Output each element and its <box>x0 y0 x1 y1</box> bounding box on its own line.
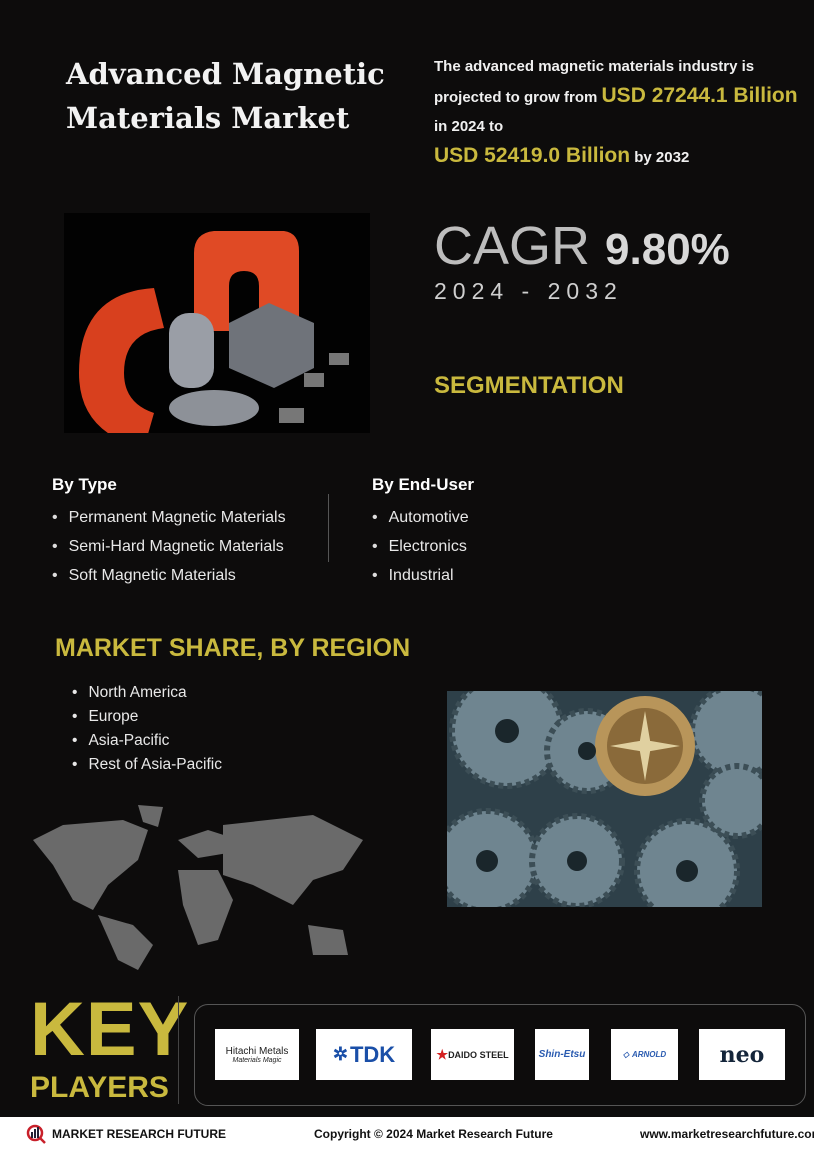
arnold-emblem-icon: ◇ <box>622 1050 629 1059</box>
world-map-image <box>33 805 363 970</box>
list-item: Semi-Hard Magnetic Materials <box>52 532 286 561</box>
list-item: Permanent Magnetic Materials <box>52 503 286 532</box>
by-type-section: By Type Permanent Magnetic Materials Sem… <box>52 475 286 590</box>
market-summary: The advanced magnetic materials industry… <box>434 52 804 172</box>
mrf-logo-icon <box>26 1124 46 1144</box>
region-list: North America Europe Asia-Pacific Rest o… <box>72 681 222 777</box>
page-title: Advanced Magnetic Materials Market <box>66 57 385 135</box>
list-item: Automotive <box>372 503 474 532</box>
list-item: Electronics <box>372 532 474 561</box>
list-item: Asia-Pacific <box>72 729 222 753</box>
divider <box>328 494 329 562</box>
cagr-period: 2024 - 2032 <box>434 278 623 304</box>
gears-compass-image <box>447 691 762 907</box>
logo-shin-etsu: Shin-Etsu <box>535 1029 589 1080</box>
summary-text: in 2024 to <box>434 118 504 135</box>
logo-text: Hitachi Metals <box>225 1045 289 1057</box>
tdk-emblem-icon: ✲ <box>332 1044 348 1064</box>
brand-name: MARKET RESEARCH FUTURE <box>52 1127 226 1141</box>
copyright: Copyright © 2024 Market Research Future <box>314 1127 553 1141</box>
list-item: North America <box>72 681 222 705</box>
star-icon: ★ <box>436 1046 449 1062</box>
logos-panel <box>194 1004 806 1106</box>
list-item: Industrial <box>372 561 474 590</box>
logo-tdk: ✲ TDK <box>316 1029 412 1080</box>
summary-text: by 2032 <box>634 149 690 166</box>
logo-text: TDK <box>349 1041 396 1067</box>
cagr: CAGR 9.80% <box>434 216 730 280</box>
logo-neo: neo <box>699 1029 785 1080</box>
list-item: Soft Magnetic Materials <box>52 561 286 590</box>
by-end-user-section: By End-User Automotive Electronics Indus… <box>372 475 474 590</box>
logo-daido-steel: ★ DAIDO STEEL <box>431 1029 514 1080</box>
magnets-image <box>64 213 370 433</box>
website-link[interactable]: www.marketresearchfuture.com <box>640 1127 814 1141</box>
key-players-heading: KEY PLAYERS <box>30 990 189 1106</box>
key-heading: KEY <box>30 987 190 1072</box>
by-end-user-heading: By End-User <box>372 475 475 494</box>
logo-text: Shin-Etsu <box>538 1049 586 1060</box>
value-2032: USD 52419.0 Billion <box>434 144 631 167</box>
logo-arnold: ◇ ARNOLD <box>611 1029 678 1080</box>
segmentation-heading: SEGMENTATION <box>434 372 624 399</box>
divider <box>178 996 179 1104</box>
summary-text: The advanced magnetic materials industry… <box>434 58 755 106</box>
logo-text: ARNOLD <box>631 1050 667 1059</box>
list-item: Rest of Asia-Pacific <box>72 753 222 777</box>
list-item: Europe <box>72 705 222 729</box>
logo-tagline: Materials Magic <box>232 1056 282 1064</box>
region-heading: MARKET SHARE, BY REGION <box>55 634 411 662</box>
cagr-label: CAGR <box>434 216 591 276</box>
players-heading: PLAYERS <box>30 1071 169 1104</box>
logo-text: neo <box>719 1041 765 1068</box>
value-2024: USD 27244.1 Billion <box>601 84 798 107</box>
logo-text: DAIDO STEEL <box>448 1049 509 1060</box>
footer: MARKET RESEARCH FUTURE Copyright © 2024 … <box>0 1117 814 1150</box>
footer-brand: MARKET RESEARCH FUTURE <box>26 1124 226 1144</box>
cagr-value: 9.80% <box>605 225 730 274</box>
logo-hitachi-metals: Hitachi Metals Materials Magic <box>215 1029 299 1080</box>
by-type-heading: By Type <box>52 475 117 494</box>
